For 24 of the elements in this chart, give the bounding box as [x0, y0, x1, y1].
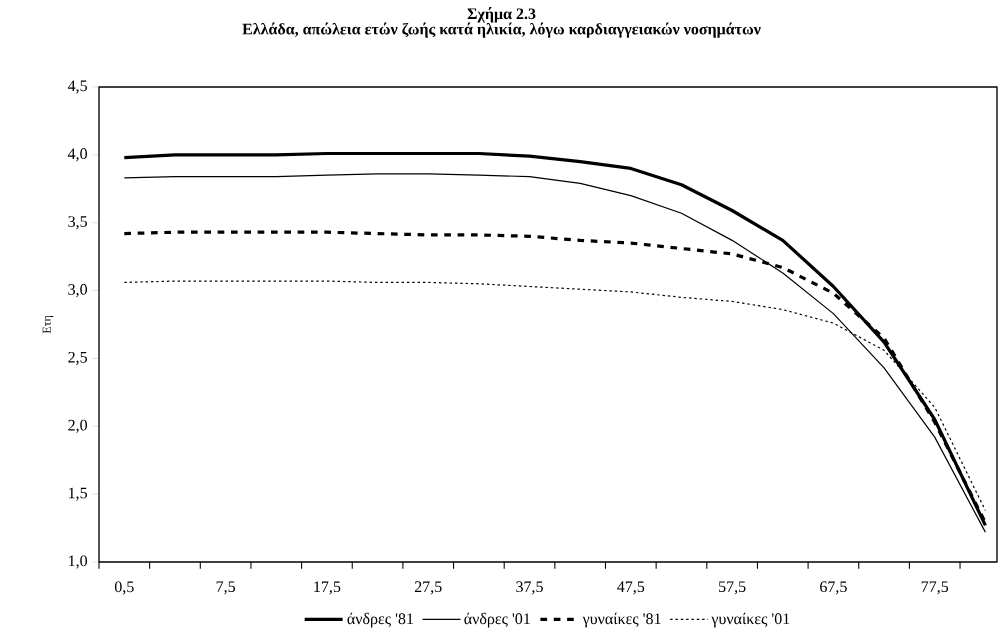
x-tick-label: 0,5	[114, 581, 134, 595]
y-tick-label: 4,0	[67, 148, 88, 162]
x-tick-label: 7,5	[216, 581, 235, 595]
x-tick-label: 47,5	[617, 581, 645, 595]
chart-subtitle: Ελλάδα, απώλεια ετών ζωής κατά ηλικία, λόγω καρδιαγγειακών νοσημάτων	[242, 22, 761, 38]
y-tick-label: 2,0	[68, 419, 88, 433]
chart-title: Σχήμα 2.3	[467, 7, 536, 23]
y-tick-label: 1,5	[69, 487, 88, 501]
x-tick-label: 77,5	[921, 581, 949, 595]
x-tick-label: 17,5	[314, 581, 341, 595]
y-tick-label: 3,0	[68, 284, 88, 298]
legend-label: άνδρες '81	[347, 612, 413, 628]
x-tick-label: 27,5	[414, 581, 442, 595]
legend-label: άνδρες '01	[464, 612, 530, 628]
x-tick-label: 37,5	[516, 581, 543, 595]
legend-label: γυναίκες '01	[711, 612, 790, 628]
legend-label: γυναίκες '81	[582, 612, 661, 628]
y-tick-label: 1,0	[69, 555, 88, 569]
y-tick-label: 4,5	[67, 80, 88, 94]
y-axis-title: Ετη	[42, 315, 54, 334]
x-tick-label: 57,5	[719, 581, 746, 595]
y-tick-label: 2,5	[68, 351, 88, 365]
y-tick-label: 3,5	[68, 216, 88, 230]
x-tick-label: 67,5	[820, 581, 847, 595]
